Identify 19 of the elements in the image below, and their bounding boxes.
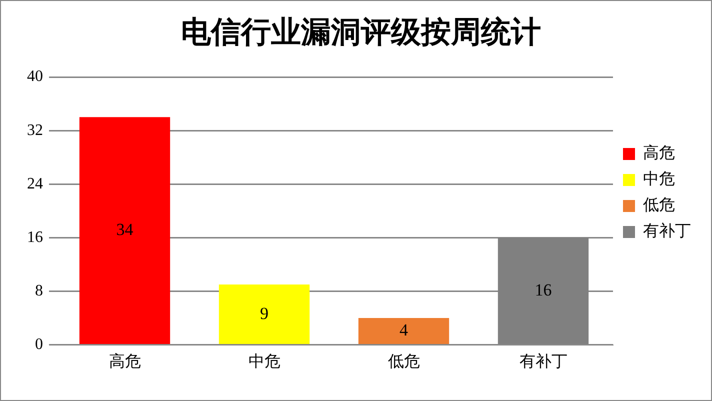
y-tick-label: 0 xyxy=(35,336,43,354)
data-label: 34 xyxy=(116,220,134,240)
y-tick-label: 8 xyxy=(35,282,43,300)
data-label: 9 xyxy=(260,304,268,323)
data-label: 4 xyxy=(400,320,408,340)
y-tick-label: 24 xyxy=(27,175,43,192)
x-tick-label: 低危 xyxy=(388,352,420,371)
data-label: 16 xyxy=(534,280,552,300)
x-tick-label: 中危 xyxy=(248,352,280,371)
x-tick-label: 有补丁 xyxy=(519,352,568,371)
y-tick-label: 40 xyxy=(27,68,43,86)
y-tick-label: 16 xyxy=(27,228,43,246)
legend-label: 有补丁 xyxy=(643,221,691,240)
legend-label: 中危 xyxy=(643,169,675,188)
legend-label: 低危 xyxy=(643,195,675,214)
x-tick-label: 高危 xyxy=(108,352,141,371)
legend-label: 高危 xyxy=(643,143,675,162)
y-tick-label: 32 xyxy=(27,122,43,139)
chart-title: 电信行业漏洞评级按周统计 xyxy=(181,14,541,50)
